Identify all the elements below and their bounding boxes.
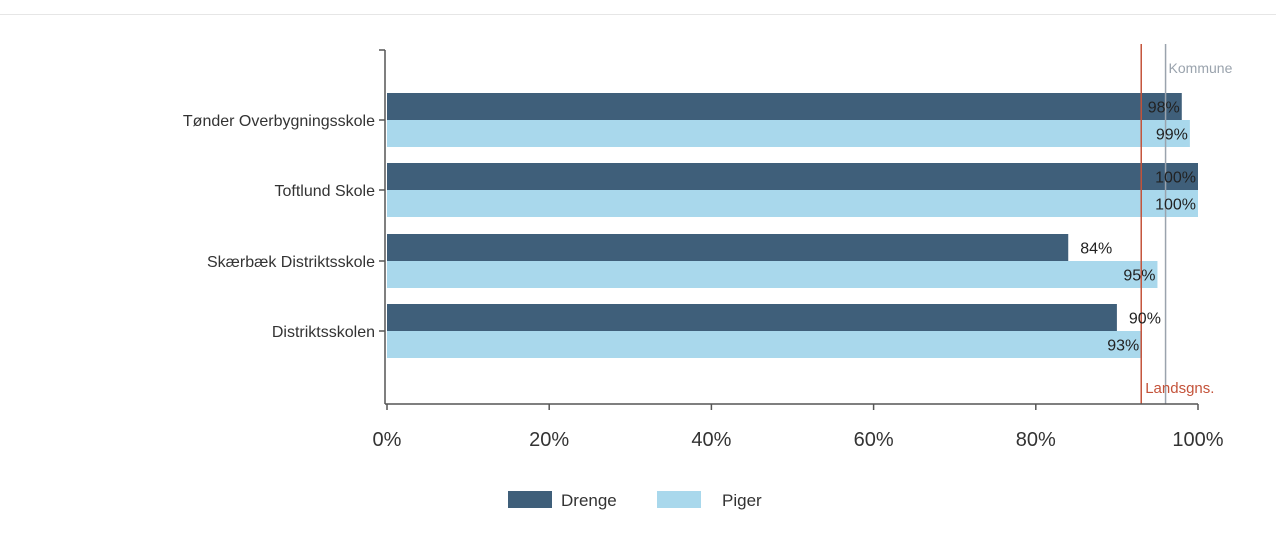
category-label-1: Toftlund Skole bbox=[274, 183, 375, 200]
x-tick-label-3: 60% bbox=[854, 429, 894, 451]
data-label-drenge-3: 90% bbox=[1129, 311, 1161, 328]
data-label-drenge-2: 84% bbox=[1080, 241, 1112, 258]
data-label-drenge-1: 100% bbox=[1155, 170, 1196, 187]
bar-drenge-0 bbox=[387, 93, 1182, 120]
data-label-piger-3: 93% bbox=[1107, 338, 1139, 355]
x-tick-label-1: 20% bbox=[529, 429, 569, 451]
legend-swatch-drenge bbox=[508, 491, 552, 508]
data-label-piger-0: 99% bbox=[1156, 127, 1188, 144]
top-divider bbox=[0, 14, 1276, 15]
legend-label-drenge: Drenge bbox=[561, 491, 617, 510]
reference-label-kommune: Kommune bbox=[1169, 60, 1233, 76]
category-label-2: Skærbæk Distriktsskole bbox=[207, 254, 375, 271]
x-tick-label-2: 40% bbox=[691, 429, 731, 451]
bar-drenge-2 bbox=[387, 234, 1069, 261]
category-label-0: Tønder Overbygningsskole bbox=[183, 113, 375, 130]
x-tick-label-4: 80% bbox=[1016, 429, 1056, 451]
bar-drenge-1 bbox=[387, 163, 1198, 190]
legend-label-piger: Piger bbox=[722, 491, 762, 510]
legend-swatch-piger bbox=[657, 491, 701, 508]
bar-piger-1 bbox=[387, 190, 1198, 217]
bar-piger-2 bbox=[387, 261, 1158, 288]
reference-label-landsgns: Landsgns. bbox=[1145, 380, 1214, 397]
data-label-drenge-0: 98% bbox=[1148, 100, 1180, 117]
category-label-3: Distriktsskolen bbox=[272, 324, 375, 341]
x-tick-label-5: 100% bbox=[1172, 429, 1223, 451]
bar-piger-0 bbox=[387, 120, 1190, 147]
bar-piger-3 bbox=[387, 331, 1142, 358]
data-label-piger-2: 95% bbox=[1123, 268, 1155, 285]
data-label-piger-1: 100% bbox=[1155, 197, 1196, 214]
x-tick-label-0: 0% bbox=[373, 429, 402, 451]
bar-drenge-3 bbox=[387, 304, 1117, 331]
